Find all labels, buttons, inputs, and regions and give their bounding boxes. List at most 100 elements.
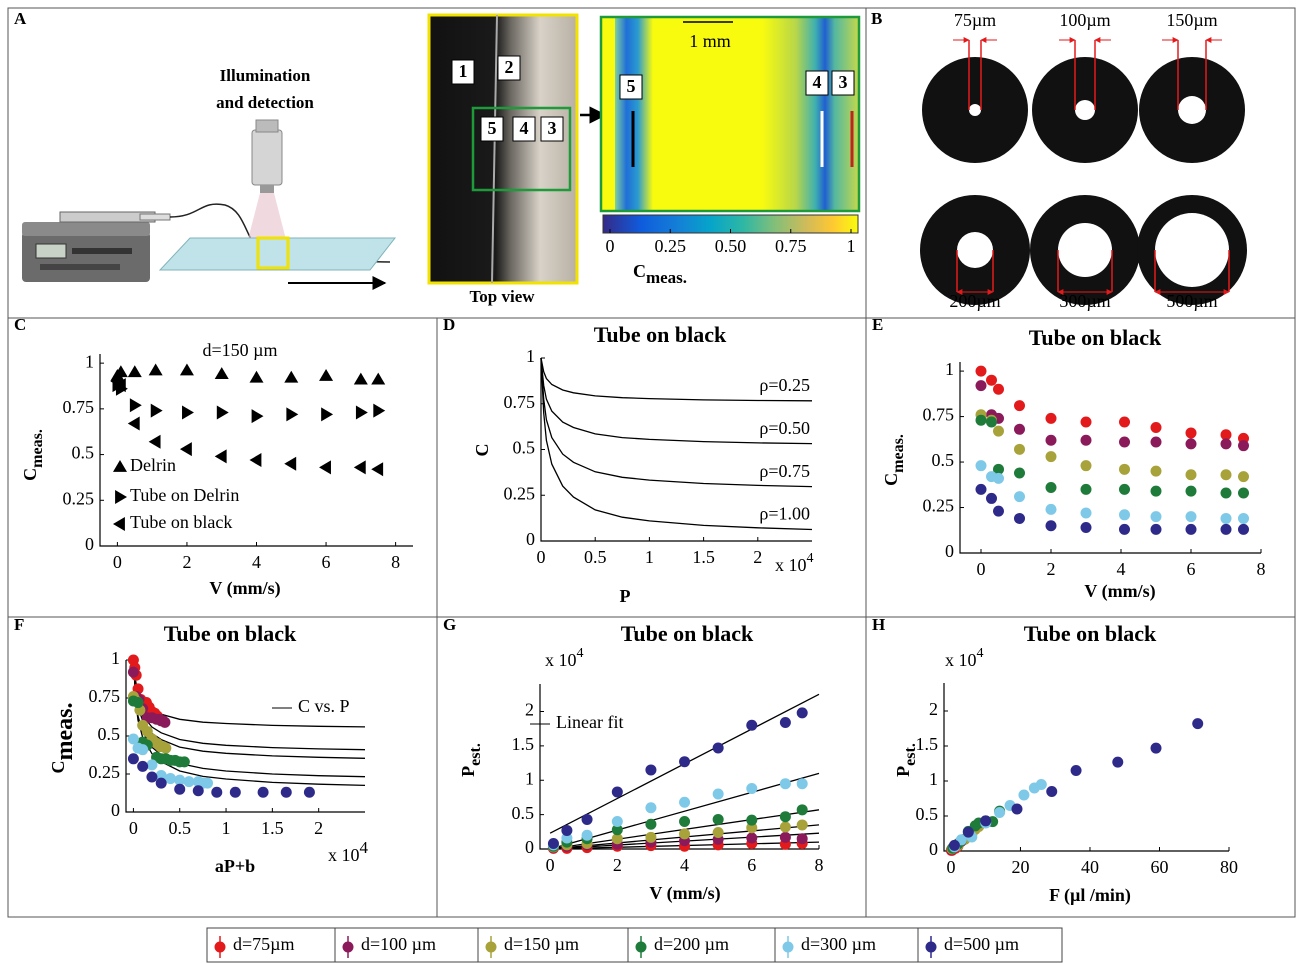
x-tick-label: 8: [391, 552, 400, 572]
point: [1014, 443, 1025, 455]
point: [146, 771, 158, 783]
panel-label: F: [14, 615, 24, 634]
point: [779, 811, 791, 823]
point: [286, 407, 299, 422]
y-tick-label: 1: [111, 648, 120, 668]
dimension-label: 500µm: [1166, 291, 1217, 311]
point: [779, 778, 791, 790]
y-tick-label: 0.75: [89, 686, 121, 706]
point: [1080, 434, 1092, 446]
point: [1150, 485, 1162, 497]
x-tick-label: 0.5: [584, 547, 607, 567]
point: [353, 372, 368, 385]
region-label: 1: [459, 61, 468, 81]
y-tick-label: 0: [85, 534, 94, 554]
point: [986, 492, 997, 504]
point: [547, 838, 559, 849]
region-box: [451, 59, 475, 85]
point: [679, 796, 691, 808]
x-tick-label: 40: [1081, 857, 1099, 877]
point: [1045, 520, 1057, 532]
point: [1080, 460, 1092, 472]
point: [284, 370, 299, 383]
curve: [540, 357, 813, 402]
point: [155, 770, 167, 782]
point: [174, 774, 186, 786]
point: [373, 403, 386, 418]
point: [319, 460, 331, 475]
legend-marker: [214, 941, 226, 953]
x-tick-label: 8: [1257, 559, 1266, 579]
region-box: [480, 116, 504, 142]
panel-frames: [7, 7, 1296, 918]
point: [257, 786, 269, 798]
y-tick-label: 0.25: [504, 483, 536, 503]
point: [1185, 469, 1197, 481]
y-tick-label: 0.5: [72, 443, 95, 463]
x-tick-label: 1.5: [692, 547, 715, 567]
point: [1150, 465, 1162, 477]
point: [1045, 412, 1057, 424]
point: [127, 365, 142, 378]
y-tick-label: 1: [85, 351, 94, 371]
region-label: 4: [813, 72, 822, 92]
y-tick-label: 0.5: [916, 804, 939, 824]
x-axis-label: V (mm/s): [209, 578, 280, 599]
legend-label: d=300 µm: [801, 934, 876, 954]
x-tick-label: 4: [1117, 559, 1126, 579]
point: [1238, 487, 1249, 499]
point: [1238, 512, 1249, 524]
legend-label: d=75µm: [233, 934, 295, 954]
x-tick-label: 4: [252, 552, 261, 572]
point: [645, 802, 657, 814]
point: [284, 456, 297, 471]
point: [319, 368, 334, 381]
scale-bar-label: 1 mm: [689, 31, 731, 51]
point: [962, 826, 974, 838]
x-tick-label: 6: [1187, 559, 1196, 579]
region-box: [831, 70, 855, 96]
intensity-map: [599, 15, 861, 213]
point: [127, 733, 139, 745]
point: [160, 742, 172, 754]
point: [1080, 483, 1092, 495]
point: [155, 777, 167, 789]
point: [113, 365, 128, 378]
region-label: 3: [548, 118, 557, 138]
region-label: 2: [505, 57, 514, 77]
legend-label: d=150 µm: [504, 934, 579, 954]
point: [986, 374, 997, 386]
legend-marker: [342, 941, 354, 953]
point: [1185, 523, 1197, 535]
region-box: [497, 55, 521, 81]
y-axis-label: Cmeas.: [881, 434, 907, 486]
point: [993, 425, 1004, 437]
hole: [1155, 213, 1229, 287]
fit-legend-label: Linear fit: [556, 712, 623, 732]
curve: [540, 357, 813, 531]
point: [611, 824, 623, 836]
y-tick-label: 2: [525, 700, 534, 720]
point: [975, 414, 987, 426]
legend-marker: [925, 941, 937, 953]
point: [1220, 429, 1232, 441]
legend-label: d=100 µm: [361, 934, 436, 954]
caption: Top view: [469, 287, 535, 306]
point: [1119, 523, 1130, 535]
point: [779, 717, 791, 728]
x-tick-label: 1: [645, 547, 654, 567]
point: [796, 804, 808, 816]
y-tick-label: 0: [945, 541, 954, 561]
x-tick-label: 2: [753, 547, 762, 567]
point: [1080, 507, 1092, 519]
point: [1080, 522, 1092, 534]
point: [645, 764, 657, 776]
point: [611, 816, 623, 827]
point: [127, 753, 139, 765]
point: [1238, 523, 1249, 535]
dimension-label: 200µm: [949, 291, 1000, 311]
point: [127, 666, 139, 678]
point: [1150, 523, 1162, 535]
point: [746, 814, 758, 826]
colorbar-tick-label: 1: [847, 236, 856, 256]
